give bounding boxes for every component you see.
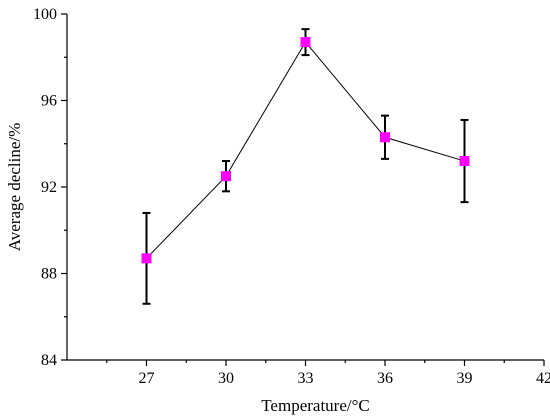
data-point-marker — [459, 156, 470, 167]
y-tick-label: 84 — [41, 352, 57, 369]
x-tick-label: 33 — [298, 370, 314, 387]
data-point-marker — [221, 171, 231, 182]
y-axis-label: Average decline/% — [5, 123, 24, 252]
y-tick-label: 92 — [41, 179, 57, 196]
y-tick-label: 96 — [41, 93, 57, 110]
x-tick-label: 27 — [139, 370, 155, 387]
plot-axes — [66, 14, 544, 361]
x-tick-label: 42 — [536, 370, 550, 387]
x-axis-ticks: 27 30 33 36 39 42 — [106, 360, 550, 387]
data-point-marker — [300, 37, 311, 48]
data-point-marker — [380, 132, 390, 143]
series-line — [146, 41, 465, 259]
x-tick-label: 36 — [377, 370, 393, 387]
y-tick-label: 100 — [33, 6, 57, 23]
data-point-marker — [141, 253, 152, 264]
series-layer — [141, 28, 470, 305]
y-tick-label: 88 — [41, 266, 57, 283]
x-tick-label: 30 — [218, 370, 234, 387]
x-tick-label: 39 — [457, 370, 473, 387]
y-axis-ticks: 84 88 92 96 100 — [33, 6, 67, 369]
x-axis-label: Temperature/°C — [261, 396, 370, 415]
